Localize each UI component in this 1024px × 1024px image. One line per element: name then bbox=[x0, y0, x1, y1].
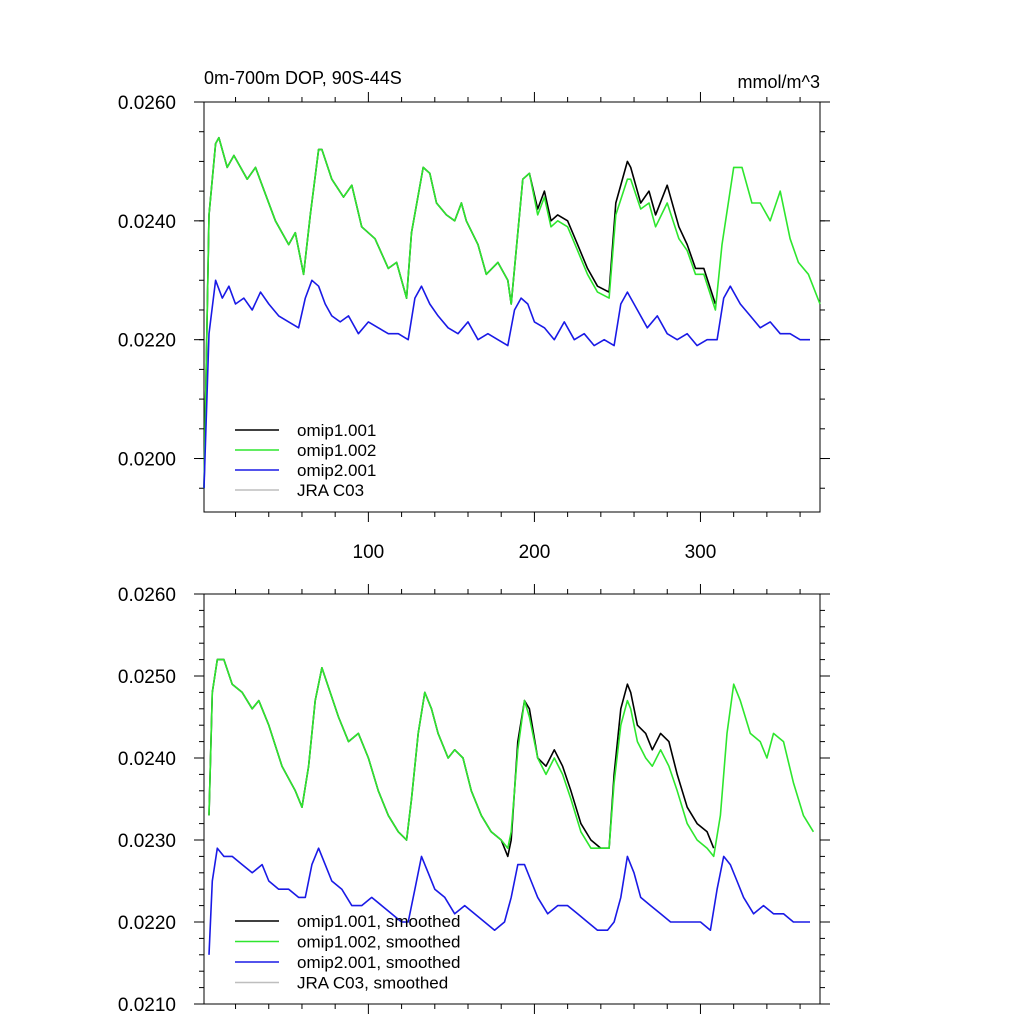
series-line-omip1-002-smoothed bbox=[208, 658, 815, 858]
y-tick-label: 0.0250 bbox=[118, 667, 176, 688]
y-tick-label: 0.0240 bbox=[118, 749, 176, 770]
y-tick-label: 0.0220 bbox=[118, 331, 176, 352]
legend-label: omip1.002 bbox=[297, 441, 376, 460]
legend-label: omip2.001, smoothed bbox=[297, 953, 461, 972]
y-tick-label: 0.0260 bbox=[118, 585, 176, 606]
y-tick-label: 0.0260 bbox=[118, 93, 176, 114]
x-tick-label: 300 bbox=[685, 542, 717, 563]
series-line-omip1-002 bbox=[203, 136, 821, 489]
legend-label: omip2.001 bbox=[297, 461, 376, 480]
legend-label: omip1.001, smoothed bbox=[297, 912, 461, 931]
legend-label: omip1.002, smoothed bbox=[297, 933, 461, 952]
legend-label: JRA C03, smoothed bbox=[297, 974, 448, 993]
series-line-omip1-001-smoothed bbox=[208, 658, 715, 858]
chart-title: 0m-700m DOP, 90S-44S bbox=[204, 68, 402, 88]
y-tick-label: 0.0210 bbox=[118, 995, 176, 1016]
x-tick-label: 100 bbox=[353, 542, 385, 563]
x-tick-label: 200 bbox=[519, 542, 551, 563]
y-tick-label: 0.0240 bbox=[118, 212, 176, 233]
series-line-omip2-001-smoothed bbox=[208, 847, 810, 955]
plot-frame bbox=[203, 101, 821, 513]
legend-label: omip1.001 bbox=[297, 421, 376, 440]
legend-label: JRA C03 bbox=[297, 481, 364, 500]
top-panel: 0.0200 0.0220 0.0240 0.0260 100 200 300 0m-700m… bbox=[118, 68, 830, 563]
bottom-panel: 0.0210 0.0220 0.0230 0.0240 0.0250 0.0260 omip… bbox=[118, 584, 830, 1016]
y-tick-label: 0.0200 bbox=[118, 450, 176, 471]
y-tick-label: 0.0230 bbox=[118, 831, 176, 852]
y-tick-label: 0.0220 bbox=[118, 913, 176, 934]
plot-frame bbox=[203, 593, 821, 1005]
series-line-omip2-001 bbox=[203, 279, 810, 489]
units-label: mmol/m^3 bbox=[738, 72, 820, 92]
